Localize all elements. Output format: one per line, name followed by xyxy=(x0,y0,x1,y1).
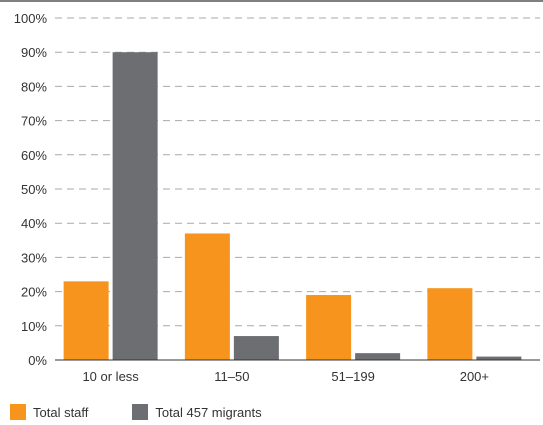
bar-total-457-migrants xyxy=(233,336,279,360)
x-category-label: 51–199 xyxy=(331,369,374,384)
y-tick-label: 30% xyxy=(21,250,47,265)
x-category-label: 200+ xyxy=(460,369,489,384)
bar-total-457-migrants xyxy=(112,52,158,360)
legend-label-total-457-migrants: Total 457 migrants xyxy=(155,404,262,420)
y-tick-label: 50% xyxy=(21,182,47,197)
y-tick-label: 80% xyxy=(21,79,47,94)
y-tick-label: 100% xyxy=(14,11,48,26)
y-tick-label: 90% xyxy=(21,45,47,60)
legend-swatch-total-staff xyxy=(10,404,26,420)
legend: Total staff Total 457 migrants xyxy=(10,402,306,422)
bar-total-457-migrants xyxy=(355,353,401,360)
bar-total-staff xyxy=(63,281,109,360)
gridlines xyxy=(55,17,540,327)
bar-total-staff xyxy=(306,295,352,360)
bars xyxy=(63,52,522,360)
legend-item-total-457-migrants: Total 457 migrants xyxy=(132,404,262,420)
y-tick-label: 20% xyxy=(21,285,47,300)
bar-total-457-migrants xyxy=(476,356,522,360)
bar-total-staff xyxy=(184,233,230,360)
y-tick-label: 70% xyxy=(21,114,47,129)
y-axis-ticks: 0% 10% 20% 30% 40% 50% 60% 70% 80% 90% 100% xyxy=(14,11,48,368)
bar-total-staff xyxy=(427,288,473,360)
bar-chart: 0% 10% 20% 30% 40% 50% 60% 70% 80% 90% 100% 10 or … xyxy=(0,0,543,384)
legend-item-total-staff: Total staff xyxy=(10,404,88,420)
x-category-label: 11–50 xyxy=(214,369,249,384)
y-tick-label: 60% xyxy=(21,148,47,163)
y-tick-label: 40% xyxy=(21,216,47,231)
x-category-label: 10 or less xyxy=(82,369,139,384)
y-tick-label: 0% xyxy=(28,353,47,368)
legend-label-total-staff: Total staff xyxy=(33,404,89,420)
x-axis-labels: 10 or less 11–50 51–199 200+ xyxy=(82,369,489,384)
y-tick-label: 10% xyxy=(21,319,47,334)
legend-swatch-total-457-migrants xyxy=(132,404,149,420)
